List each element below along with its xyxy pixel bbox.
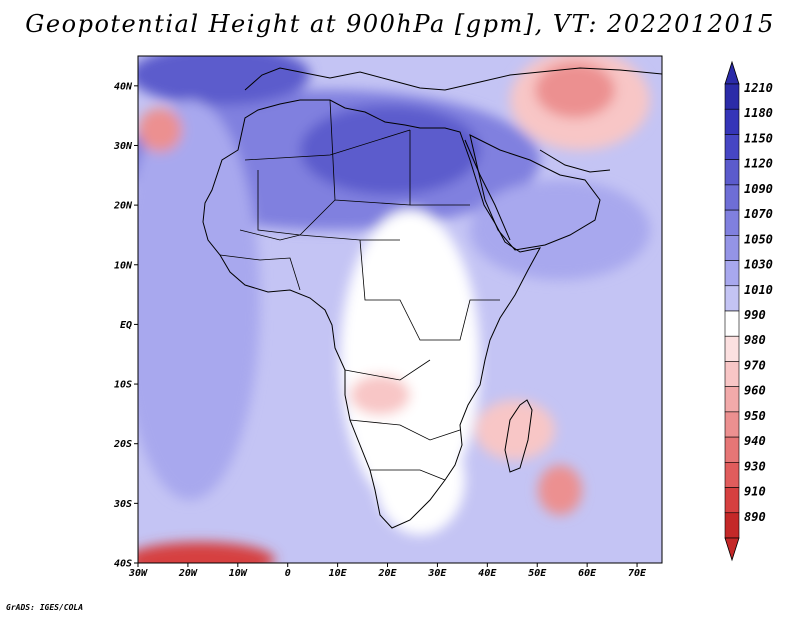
colorbar-swatch [724,235,740,261]
colorbar-label: 1210 [744,81,773,95]
border-sahara [244,99,470,241]
height-field [138,56,662,563]
blob-canary-low [138,108,182,152]
blob-west-ocean [138,100,260,500]
colorbar-label: 1050 [744,232,773,246]
colorbar-label: 960 [744,384,766,398]
blob-mauritius-low [538,465,582,515]
longitude-axis: 30W 20W 10W 0 10E 20E 30E 40E 50E 60E 70E [128,563,647,579]
colorbar-swatch [724,335,740,362]
latitude-axis: 40N 30N 20N 10N EQ 10S 20S 30S 40S [113,81,138,570]
lon-label: 60E [578,568,597,579]
grads-credit: GrADS: IGES/COLA [6,603,84,612]
colorbar-label: 980 [744,333,766,347]
lon-label: 70E [628,568,647,579]
blob-angola-low [350,375,410,415]
colorbar-label: 1180 [744,106,773,120]
red-sea-coastline [464,139,511,241]
colorbar-swatch [724,411,740,438]
colorbar-swatch [724,285,740,312]
lat-label: 10N [114,260,133,271]
lat-label: 40S [114,559,132,570]
colorbar-label: 1010 [744,283,773,297]
lon-label: 50E [528,568,547,579]
colorbar-arrow-top [724,60,740,85]
lon-label: 40E [478,568,497,579]
lon-label: 20E [377,568,397,579]
colorbar-swatch [724,462,740,488]
colorbar-label: 1030 [744,258,773,272]
lat-label: EQ [120,320,132,331]
colorbar-label: 1070 [744,207,773,221]
colorbar-swatch [724,361,740,387]
country-borders [219,99,500,481]
colorbar-swatch [724,209,740,236]
colorbar-swatch [724,83,740,110]
colorbar-label: 930 [744,459,766,473]
colorbar-swatch [724,310,740,337]
europe-coastline [244,67,662,91]
blob-south-africa [375,425,465,535]
madagascar-coastline [504,399,533,473]
colorbar-label: 910 [744,485,766,499]
lat-label: 30S [113,499,132,510]
colorbar-swatch [724,487,740,514]
border-central [344,239,500,481]
colorbar-label: 1150 [744,131,773,145]
colorbar-swatch [724,512,740,539]
lon-label: 0 [285,568,291,579]
colorbar-swatch [724,108,740,135]
plot-frame [137,55,663,564]
colorbar-swatch [724,260,740,287]
lon-label: 30W [128,568,148,579]
lat-label: 30N [113,141,133,152]
lon-label: 20W [178,568,198,579]
blob-south-atlantic-low [138,542,275,563]
coastlines [202,67,662,529]
colorbar-label: 890 [744,510,766,524]
arabia-coastline [469,134,601,251]
colorbar-swatch [724,159,740,186]
lat-label: 20N [113,201,133,212]
lon-label: 30E [427,568,447,579]
blob-iran-low-inner [535,62,615,118]
colorbar-swatch [724,184,740,211]
lat-label: 20S [113,439,132,450]
colorbar-label: 990 [744,308,766,322]
persian-gulf-coastline [539,149,611,173]
colorbar-swatch [724,386,740,413]
lon-label: 10W [229,568,248,579]
colorbar-label: 1090 [744,182,773,196]
colorbar-label: 950 [744,409,766,423]
colorbar-label: 1120 [744,157,773,171]
colorbar-label: 940 [744,434,766,448]
blob-libya-high [300,105,480,195]
africa-coastline [202,99,541,529]
border-west [219,229,301,291]
colorbar: 1210 1180 1150 1120 1090 1070 1050 1030 1010 990 9… [724,60,773,562]
blob-arabia [470,180,650,280]
colorbar-swatch [724,134,740,160]
map-title: Geopotential Height at 900hPa [gpm], VT:… [25,10,775,38]
colorbar-swatch [724,436,740,463]
lon-label: 10E [329,568,348,579]
lat-label: 40N [114,81,133,92]
blob-madagascar-low [475,400,555,460]
colorbar-label: 970 [744,358,766,372]
colorbar-arrow-bottom [724,537,740,562]
blob-atlantic-high [138,56,310,105]
lat-label: 10S [114,380,132,391]
